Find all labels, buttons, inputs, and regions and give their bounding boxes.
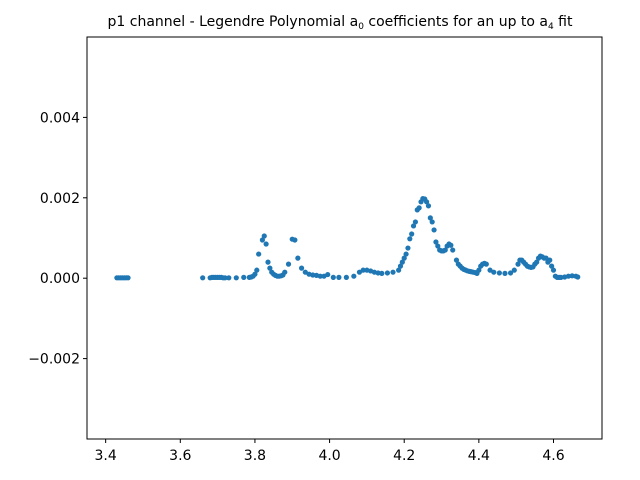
data-point xyxy=(575,274,581,280)
data-point xyxy=(384,270,391,276)
data-point xyxy=(547,257,553,263)
x-tick-label: 3.8 xyxy=(244,448,266,464)
data-point xyxy=(233,275,239,281)
data-point xyxy=(549,263,555,269)
data-point xyxy=(409,231,415,237)
data-point xyxy=(496,270,502,276)
data-point xyxy=(507,270,514,276)
data-point xyxy=(282,269,288,275)
data-point xyxy=(424,199,430,205)
data-points xyxy=(114,196,581,281)
y-tick-label: 0.004 xyxy=(40,110,80,126)
data-point xyxy=(261,233,267,239)
data-point xyxy=(476,267,482,273)
x-tick-label: 4.2 xyxy=(393,448,415,464)
data-point xyxy=(416,205,422,211)
data-point xyxy=(285,261,292,267)
data-point xyxy=(410,223,417,229)
data-point xyxy=(412,219,419,225)
x-tick-label: 4.4 xyxy=(468,448,490,464)
data-point xyxy=(401,255,407,261)
data-point xyxy=(241,274,247,280)
data-point xyxy=(399,259,405,265)
data-point xyxy=(263,241,269,247)
data-point xyxy=(569,273,575,279)
data-point xyxy=(360,267,366,273)
x-tick-label: 3.6 xyxy=(169,448,191,464)
data-point xyxy=(265,259,271,265)
data-point xyxy=(295,255,301,261)
data-point xyxy=(534,259,540,265)
data-point xyxy=(491,269,497,275)
data-point xyxy=(483,261,489,267)
data-point xyxy=(396,267,402,273)
data-point xyxy=(435,243,441,249)
plot-frame xyxy=(86,36,603,440)
data-point xyxy=(259,237,265,243)
data-point xyxy=(343,274,349,280)
y-axis: −0.002 0.000 0.002 0.004 xyxy=(28,110,87,368)
data-point xyxy=(427,215,433,221)
data-point xyxy=(226,275,232,281)
y-tick-label: −0.002 xyxy=(28,352,80,368)
data-point xyxy=(267,265,273,271)
data-point xyxy=(433,239,439,245)
data-point xyxy=(330,274,336,280)
data-point xyxy=(431,227,437,233)
x-tick-label: 4.6 xyxy=(542,448,564,464)
y-tick-label: 0.000 xyxy=(40,271,80,287)
data-point xyxy=(351,273,357,279)
data-point xyxy=(222,275,228,281)
data-point xyxy=(453,257,460,263)
data-point xyxy=(390,269,396,275)
data-point xyxy=(502,270,508,276)
data-point xyxy=(292,237,298,243)
data-point xyxy=(550,267,557,273)
y-tick-label: 0.002 xyxy=(40,191,80,207)
chart-title: p1 channel - Legendre Polynomial a0 coef… xyxy=(107,14,573,32)
data-point xyxy=(450,247,456,253)
data-point xyxy=(397,263,404,269)
x-axis: 3.4 3.6 3.8 4.0 4.2 4.4 4.6 xyxy=(95,439,565,464)
data-point xyxy=(448,242,454,248)
data-point xyxy=(425,203,432,209)
data-point xyxy=(256,251,262,257)
data-point xyxy=(511,267,517,273)
data-point xyxy=(429,219,435,225)
data-point xyxy=(325,271,331,278)
x-tick-label: 4.0 xyxy=(318,448,340,464)
data-point xyxy=(442,247,448,253)
data-point xyxy=(403,251,409,257)
data-point xyxy=(125,275,131,281)
data-point xyxy=(254,267,260,273)
data-point xyxy=(405,245,411,251)
data-point xyxy=(407,236,413,242)
data-point xyxy=(379,270,385,276)
data-point xyxy=(515,261,521,267)
data-point xyxy=(200,275,206,281)
data-point xyxy=(336,274,342,280)
data-point xyxy=(298,265,305,271)
x-tick-label: 3.4 xyxy=(95,448,117,464)
data-point xyxy=(317,273,323,279)
data-point xyxy=(252,271,258,277)
